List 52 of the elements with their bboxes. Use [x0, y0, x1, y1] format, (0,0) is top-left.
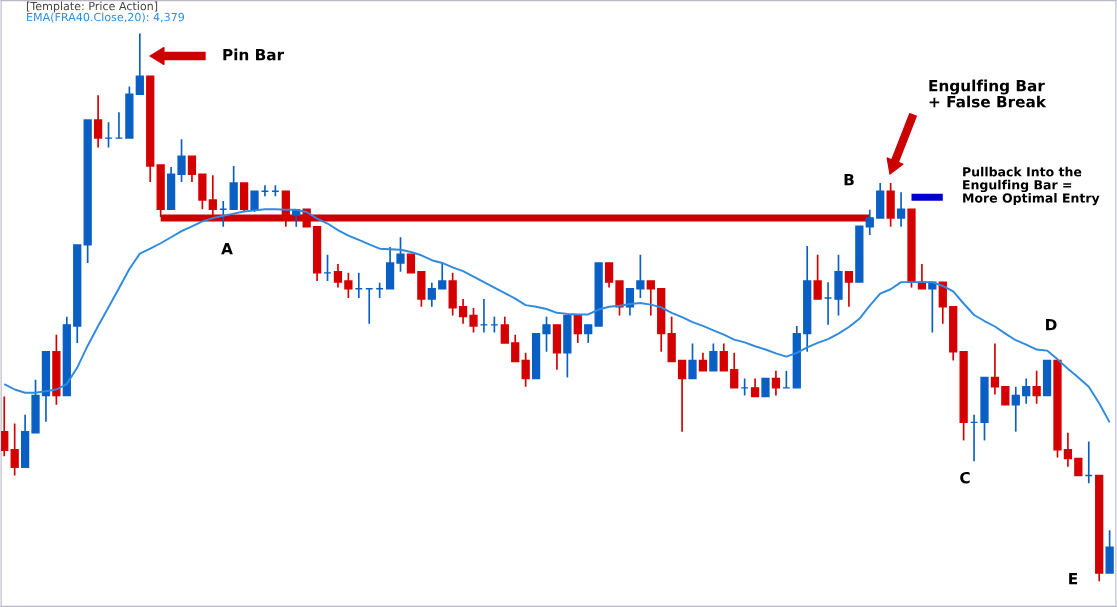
- candlestick: [604, 262, 614, 289]
- candlestick: [250, 190, 259, 213]
- candlestick: [584, 324, 593, 344]
- candlestick: [750, 377, 760, 398]
- candlestick: [1032, 370, 1041, 405]
- text: EMA(FRA40.Close,20): 4,379: [27, 12, 185, 23]
- candlestick: [1063, 431, 1073, 468]
- candlestick: [458, 298, 468, 325]
- candlestick: [396, 236, 405, 273]
- candlestick: [698, 351, 708, 372]
- candlestick: [135, 32, 144, 96]
- candlestick: [438, 262, 447, 290]
- candlestick: [709, 342, 718, 372]
- annotation: E: [1069, 573, 1078, 585]
- candlestick: [573, 314, 582, 344]
- annotation: Pin Bar: [223, 48, 285, 61]
- annotation: Pullback Into the Engulfing Bar = More Optimal Entry: [963, 166, 1100, 206]
- annotation: C: [960, 471, 970, 484]
- candlestick: [990, 342, 1000, 396]
- candlestick: [10, 422, 19, 477]
- candlestick: [406, 253, 416, 274]
- annotation: A: [221, 243, 233, 255]
- candlestick: [333, 263, 343, 289]
- candlestick: [521, 351, 530, 388]
- candlestick: [344, 271, 353, 299]
- candlestick: [469, 307, 478, 334]
- annotation: B: [844, 174, 854, 186]
- candlestick: [1022, 377, 1031, 405]
- candlestick: [761, 377, 770, 398]
- candlestick: [427, 281, 436, 308]
- candlestick: [187, 155, 197, 183]
- candlestick: [896, 191, 906, 228]
- annotation: D: [1046, 319, 1057, 331]
- candlestick: [813, 253, 822, 300]
- candlestick: [688, 342, 697, 380]
- candlestick: [636, 253, 645, 299]
- annotation: Engulfing Bar + False Break: [929, 79, 1047, 108]
- candlestick: [177, 138, 186, 183]
- candlestick: [771, 370, 781, 397]
- candlestick: [511, 333, 520, 363]
- candlestick: [500, 315, 509, 344]
- candlestick: [542, 315, 551, 353]
- candlestick: [677, 359, 687, 433]
- candlestick: [93, 94, 103, 149]
- candlestick: [844, 270, 854, 308]
- candlestick: [730, 351, 739, 389]
- candlestick: [719, 342, 728, 372]
- candlestick: [865, 209, 874, 236]
- candlestick: [1001, 385, 1010, 406]
- text: [Template: Price Action]: [26, 1, 158, 13]
- candlestick: [1011, 385, 1020, 433]
- candlestick: [646, 280, 655, 317]
